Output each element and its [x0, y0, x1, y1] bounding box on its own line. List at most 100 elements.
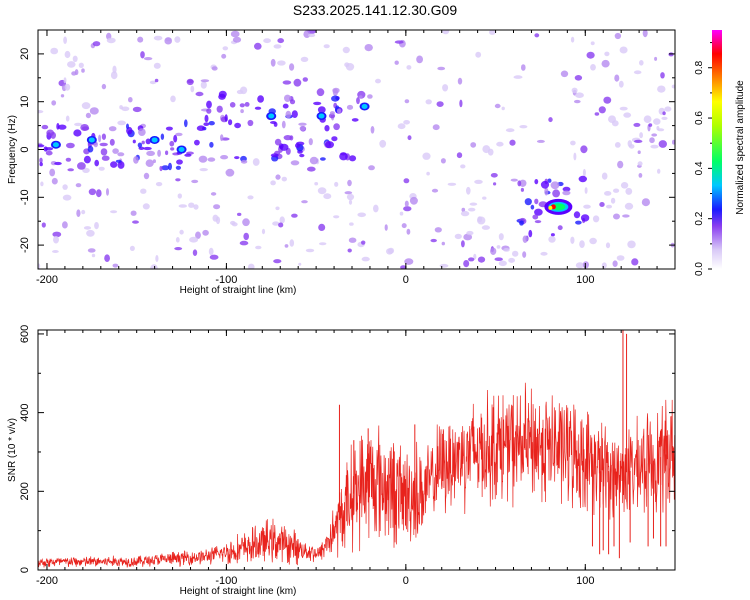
spectral-point [457, 77, 463, 85]
spectral-point [248, 263, 255, 269]
spectral-point [323, 193, 332, 200]
top-x-tick-label: -200 [36, 274, 58, 286]
spectral-point [594, 112, 600, 116]
spectral-point [77, 162, 86, 170]
spectral-point [469, 202, 478, 206]
top-x-tick-label: -100 [215, 274, 237, 286]
spectral-point [440, 158, 446, 164]
spectral-point [331, 136, 338, 142]
spectral-point [508, 257, 515, 263]
spectral-point [289, 239, 295, 247]
spectral-point [403, 206, 412, 212]
colorbar-tick-label: 0.2 [694, 211, 705, 225]
spectral-point [361, 240, 366, 245]
spectral-point [145, 159, 154, 167]
spectral-point [202, 229, 209, 236]
spectral-point [313, 101, 322, 106]
bottom-x-tick-label: -100 [215, 575, 237, 587]
spectral-point [211, 66, 218, 71]
spectral-point [94, 222, 99, 230]
spectral-point [110, 161, 118, 168]
spectral-point [639, 60, 644, 66]
bottom-x-tick-label: 0 [403, 575, 409, 587]
spectral-point [574, 75, 583, 81]
spectral-point [273, 259, 282, 264]
spectral-point [624, 202, 634, 210]
spectral-point [534, 198, 539, 205]
spectral-point [184, 119, 188, 128]
spectral-point [282, 103, 289, 109]
spectral-point [208, 247, 214, 256]
spectral-point [221, 53, 227, 59]
top-frame [37, 29, 676, 270]
spectral-point [661, 116, 668, 120]
spectral-point [92, 41, 101, 47]
bottom-y-tick-label: 200 [19, 482, 31, 500]
spectral-point [570, 140, 576, 146]
hotspot-core [88, 137, 95, 143]
spectral-point [85, 112, 91, 119]
spectral-point [653, 118, 661, 125]
spectral-point [112, 263, 119, 268]
bottom-y-tick-label: 600 [19, 325, 31, 343]
spectral-point [137, 36, 144, 43]
spectral-point [589, 237, 597, 245]
spectral-point [434, 227, 442, 233]
spectral-point [333, 123, 340, 131]
spectral-point [309, 156, 319, 165]
spectral-point [300, 56, 309, 63]
spectral-point [87, 145, 94, 153]
spectral-point [104, 254, 110, 262]
spectral-point [357, 212, 367, 218]
spectral-point [384, 224, 388, 231]
spectral-point [38, 110, 44, 114]
spectral-point [316, 88, 325, 97]
spectral-point [247, 119, 254, 127]
spectral-point [373, 204, 379, 213]
spectral-point [513, 75, 523, 79]
spectral-point [368, 165, 375, 171]
top-y-tick-label: -10 [19, 189, 31, 205]
spectral-point [590, 64, 596, 71]
spectral-point [254, 106, 262, 110]
spectral-point [149, 80, 157, 85]
spectral-point [215, 216, 221, 225]
spectral-point [494, 257, 503, 262]
spectral-point [583, 204, 591, 209]
hotspot-core [52, 142, 59, 148]
spectral-point [270, 58, 276, 67]
bottom-x-tick-label: 100 [576, 575, 594, 587]
colorbar-tick-label: 0.4 [694, 161, 705, 175]
spectral-point [196, 125, 206, 131]
spectral-point [348, 199, 353, 205]
spectral-point [477, 256, 486, 263]
spectral-point [671, 84, 675, 89]
bottom-frame [37, 329, 676, 571]
spectral-point [637, 161, 643, 166]
hotspot-core [178, 147, 185, 152]
spectral-point [153, 62, 161, 69]
spectral-point [618, 80, 624, 88]
spectral-point [283, 135, 292, 141]
spectral-point [432, 124, 440, 131]
spectral-point [60, 94, 65, 98]
spectral-point [307, 166, 316, 172]
spectral-point [220, 134, 224, 142]
spectral-point [409, 196, 418, 205]
spectral-point [422, 152, 431, 160]
spectral-point [179, 229, 184, 235]
spectral-point [590, 41, 595, 46]
spectral-point [52, 250, 59, 253]
spectral-point [218, 93, 226, 100]
spectral-point [574, 99, 581, 104]
spectral-point [375, 78, 381, 84]
spectral-point [38, 263, 41, 269]
spectral-point [522, 251, 527, 258]
spectral-point [230, 30, 240, 38]
spectral-point [601, 172, 608, 180]
spectral-point [170, 147, 175, 151]
spectral-point [206, 100, 212, 109]
spectral-point [100, 148, 108, 156]
spectral-point [81, 102, 91, 110]
spectral-point [83, 226, 92, 230]
